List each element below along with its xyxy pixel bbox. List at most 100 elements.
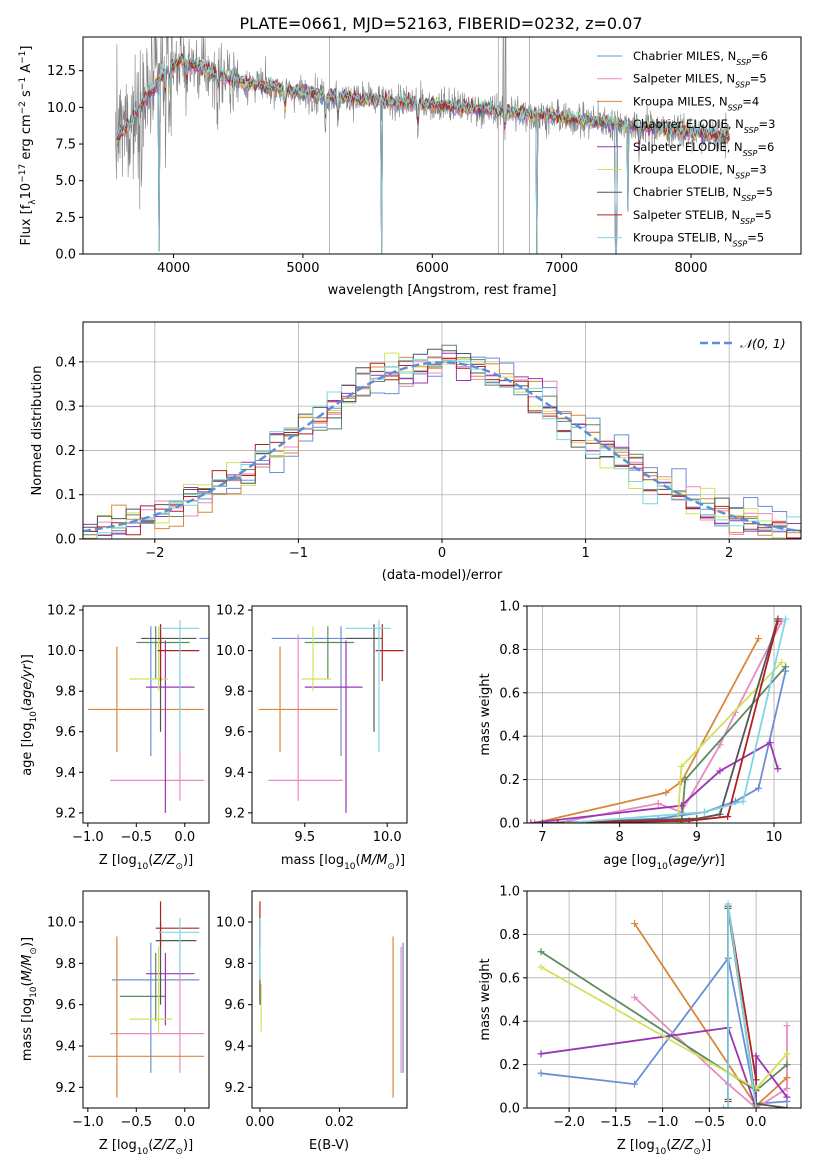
weight_vs_Z-xlabel-part: 10	[655, 1147, 667, 1157]
age_vs_mass-ytick-label: 10.0	[216, 644, 245, 659]
weight_vs_age-marker-salpeter-stelib	[724, 812, 732, 820]
mass-vs-Z-xlabel-part: )]	[183, 1138, 193, 1153]
residuals-xtick-label: −2	[145, 546, 164, 561]
spectrum-model-kroupa-stelib	[116, 51, 730, 254]
weight_vs_age-xlabel-part: (	[668, 853, 673, 868]
legend-label-sub: SSP	[743, 148, 758, 157]
mass-vs-Z-xlabel-part: Z/Z	[152, 1138, 176, 1153]
legend-label-tail: =5	[747, 231, 764, 245]
legend-label-sub: SSP	[735, 80, 750, 89]
age-vs-Z-ylabel-part: 10	[29, 711, 39, 723]
mass-vs-Z-xlabel-part: (	[148, 1138, 153, 1153]
age_vs_mass-ytick-label: 9.2	[224, 806, 245, 821]
mass-vs-Z-xlabel: Z [log10(Z/Z⊙)]	[99, 1138, 193, 1157]
residuals-ytick-label: 0.1	[55, 488, 76, 503]
spectrum-plot-area	[115, 37, 730, 254]
weight_vs_Z-marker-chabrier-elodie	[783, 1061, 791, 1069]
legend-label-main: Chabrier MILES, N	[633, 49, 736, 63]
legend-label-tail: =6	[757, 140, 774, 154]
weight_vs_age-xtick-label: 9	[693, 830, 701, 845]
residuals-xlabel: (data-model)/error	[382, 568, 503, 583]
age_vs_mass-plot-area	[258, 620, 404, 813]
age-vs-Z-xlabel-part: )]	[183, 853, 193, 868]
weight_vs_Z-plot-area	[537, 900, 791, 1108]
weight_vs_Z-marker-chabrier-miles	[631, 1080, 639, 1088]
age_vs_mass-ytick-label: 9.4	[224, 766, 245, 781]
spectrum-xtick-label: 5000	[286, 261, 319, 276]
spectrum-xtick-label: 7000	[545, 261, 578, 276]
spectrum-ylabel-part: A	[19, 64, 34, 77]
weight_vs_Z-marker-salpeter-elodie	[537, 1050, 545, 1058]
mass_vs_ebv-frame	[251, 890, 408, 1109]
legend-label-chabrier-stelib: Chabrier STELIB, NSSP=5	[633, 185, 773, 203]
legend-label-kroupa-miles: Kroupa MILES, NSSP=4	[633, 94, 759, 112]
weight_vs_Z-marker-kroupa-elodie	[537, 963, 545, 971]
legend-label-sub: SSP	[728, 103, 743, 112]
legend-label-tail: =5	[755, 208, 772, 222]
legend-label-sub: SSP	[733, 239, 748, 248]
mass_vs_Z-xtick-label: 0.0	[174, 1115, 195, 1130]
legend-label-main: Chabrier STELIB, N	[633, 185, 741, 199]
weight_vs_age-series-kroupa-miles	[534, 638, 760, 823]
mass-vs-Z-ylabel-part: 10	[29, 986, 39, 998]
legend-label-main: Kroupa ELODIE, N	[633, 163, 735, 177]
residuals-xtick-label: 2	[725, 546, 733, 561]
mass_vs_Z-ytick-label: 10.0	[47, 916, 76, 931]
weight_vs_Z-xlabel: Z [log10(Z/Z⊙)]	[617, 1138, 711, 1157]
figure-title: PLATE=0661, MJD=52163, FIBERID=0232, z=0…	[239, 14, 642, 33]
residuals-frame	[82, 321, 802, 540]
spectrum-ytick-label: 12.5	[47, 64, 76, 79]
weight_vs_age-marker-salpeter-stelib	[774, 617, 782, 625]
legend-label-chabrier-miles: Chabrier MILES, NSSP=6	[633, 49, 768, 67]
age-vs-mass-xlabel-part: M/M	[361, 853, 388, 868]
weight_vs_Z-xlabel-part: (	[666, 1138, 671, 1153]
mass-vs-Z-xlabel-part: ⊙	[175, 1147, 183, 1157]
weight_vs_age-series-kroupa-elodie	[676, 661, 783, 823]
mass-vs-Z-xlabel-part: 10	[137, 1147, 149, 1157]
weight_vs_Z-marker-kroupa-stelib	[752, 1104, 760, 1108]
weight_vs_Z-marker-chabrier-stelib	[783, 1104, 791, 1108]
age_vs_Z-ytick-label: 9.8	[55, 685, 76, 700]
age-vs-Z-xlabel-part: ⊙	[175, 862, 183, 872]
weight_vs_age-series-salpeter-stelib	[557, 620, 779, 823]
weight_vs_Z-marker-salpeter-elodie	[752, 1052, 760, 1060]
age-vs-mass-xlabel: mass [log10(M/M⊙)]	[281, 853, 405, 872]
spectrum-ylabel-part: λ	[28, 199, 38, 205]
mass_vs_ebv-ytick-label: 9.4	[224, 1040, 245, 1055]
weight_vs_Z-ytick-label: 0.6	[499, 971, 520, 986]
age-vs-Z-xlabel-part: Z [log	[99, 853, 137, 868]
weight_vs_Z-xlabel-part: Z/Z	[670, 1138, 694, 1153]
legend-label-sub: SSP	[741, 194, 756, 203]
weight_vs_age-marker-kroupa-stelib	[562, 819, 570, 823]
age_vs_Z-xtick-label: −0.5	[121, 830, 153, 845]
legend-label-sub: SSP	[744, 126, 759, 135]
weight_vs_Z-marker-chabrier-miles	[537, 1069, 545, 1077]
weight_vs_age-xtick-label: 7	[538, 830, 546, 845]
weight_vs_Z-ytick-label: 1.0	[499, 885, 520, 900]
mass-vs-Z-xlabel-part: Z [log	[99, 1138, 137, 1153]
residuals-xtick-label: 1	[581, 546, 589, 561]
weight_vs_Z-marker-kroupa-miles	[783, 1074, 791, 1082]
weight_vs_Z-xtick-label: −1.0	[647, 1115, 679, 1130]
weight_vs_age-xtick-label: 8	[615, 830, 623, 845]
spectrum-ytick-label: 2.5	[55, 211, 76, 226]
legend-label-main: Kroupa MILES, N	[633, 94, 728, 108]
age-vs-Z-ylabel-part: (	[20, 706, 35, 711]
weight_vs_age-marker-salpeter-stelib	[554, 819, 562, 823]
spectrum-ylabel-part: s	[19, 90, 34, 101]
weight_vs_Z-marker-salpeter-stelib	[752, 1076, 760, 1084]
legend-label-tail: =5	[756, 185, 773, 199]
weight_vs_Z-ylabel: mass weight	[478, 958, 493, 1040]
weight_vs_age-marker-chabrier-stelib	[693, 815, 701, 823]
weight_vs_Z-xtick-label: −0.5	[694, 1115, 726, 1130]
residuals-xtick-label: −1	[289, 546, 308, 561]
mass_vs_Z-ytick-label: 9.6	[55, 998, 76, 1013]
age_vs_Z-ytick-label: 9.6	[55, 725, 76, 740]
weight_vs_Z-marker-salpeter-elodie	[783, 1093, 791, 1101]
mass-vs-Z-ylabel-part: ⊙	[29, 947, 39, 955]
weight_vs_age-marker-salpeter-elodie	[766, 739, 774, 747]
age_vs_Z-ytick-label: 10.2	[47, 604, 76, 619]
weight_vs_age-xlabel: age [log10(age/yr)]	[603, 853, 725, 872]
age-vs-Z-ylabel-part: age/yr	[20, 663, 35, 706]
weight_vs_age-xtick-label: 10	[766, 830, 783, 845]
